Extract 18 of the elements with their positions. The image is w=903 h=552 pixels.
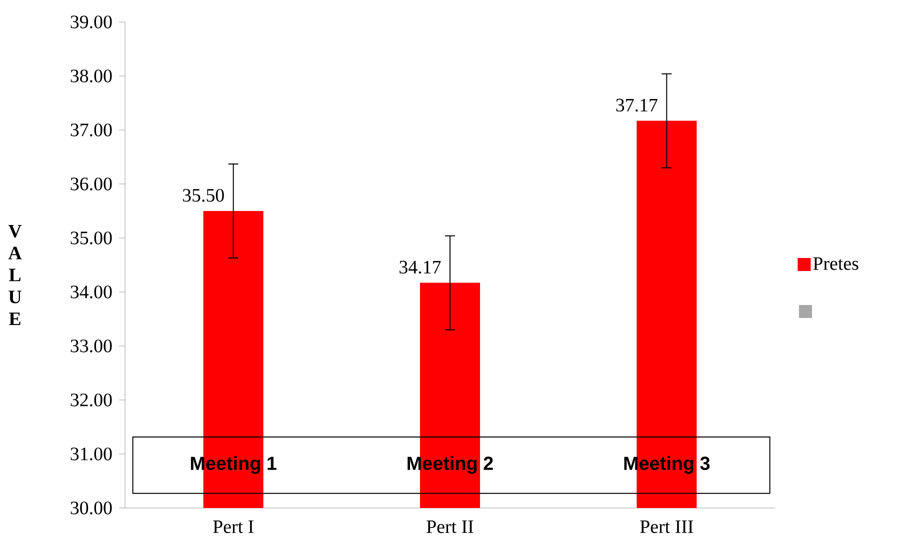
x-tick-label: Pert I bbox=[213, 520, 254, 534]
y-tick-label: 38.00 bbox=[70, 70, 112, 82]
y-tick-label: 33.00 bbox=[70, 340, 112, 352]
legend-label: Pretes bbox=[813, 257, 858, 270]
y-tick-label: 39.00 bbox=[70, 16, 112, 28]
y-axis-title: V A L U E bbox=[8, 224, 22, 326]
x-tick-label: Pert III bbox=[640, 520, 694, 534]
y-tick-label: 31.00 bbox=[70, 448, 112, 460]
y-tick-label: 34.00 bbox=[70, 286, 112, 298]
y-tick-label: 32.00 bbox=[70, 394, 112, 406]
y-tick-label: 35.00 bbox=[70, 232, 112, 244]
data-label: 34.17 bbox=[400, 260, 441, 274]
x-tick-label: Pert II bbox=[426, 520, 474, 534]
y-tick-label: 36.00 bbox=[70, 178, 112, 190]
y-tick-label: 37.00 bbox=[70, 124, 112, 136]
data-label: 35.50 bbox=[182, 188, 224, 202]
data-label: 37.17 bbox=[616, 98, 658, 112]
y-tick-label: 30.00 bbox=[70, 502, 112, 514]
